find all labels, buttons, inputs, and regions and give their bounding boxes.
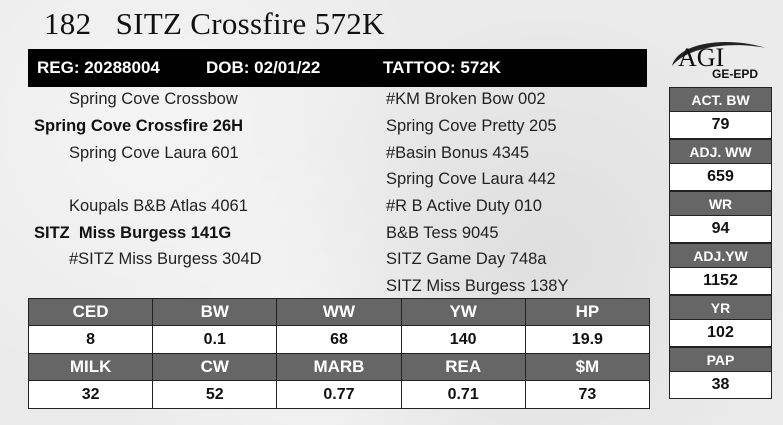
- adj-ww-value: 659: [669, 164, 772, 191]
- tattoo: TATTOO: 572K: [383, 58, 502, 77]
- rea-value: 0.71: [400, 380, 526, 409]
- bw-value: 0.1: [152, 325, 278, 354]
- pedigree-right-item: Spring Cove Pretty 205: [386, 117, 557, 135]
- yr-label: YR: [669, 295, 772, 320]
- pedigree-sire-dam: Spring Cove Laura 601: [69, 144, 239, 162]
- pedigree-right-item: #KM Broken Bow 002: [386, 90, 546, 108]
- performance-column: ACT. BW 79 ADJ. WW 659 WR 94 ADJ.YW 1152…: [669, 87, 772, 399]
- epd-header-row: MILK CW MARB REA $M: [27, 353, 651, 381]
- wr-value: 94: [669, 216, 772, 243]
- date-of-birth: DOB: 02/01/22: [206, 58, 321, 77]
- logo-subtext: GE-EPD: [712, 67, 758, 80]
- pedigree-right-item: SITZ Game Day 748a: [386, 250, 547, 268]
- pedigree-right-item: SITZ Miss Burgess 138Y: [386, 277, 569, 295]
- dollar-m-label: $M: [524, 353, 651, 381]
- ced-label: CED: [27, 298, 154, 326]
- act-bw-value: 79: [669, 112, 772, 139]
- wr-label: WR: [669, 191, 772, 216]
- lot-title: 182 SITZ Crossfire 572K: [44, 6, 385, 42]
- adj-ww-label: ADJ. WW: [669, 139, 772, 164]
- lot-number: 182: [44, 6, 92, 41]
- adj-yw-label: ADJ.YW: [669, 243, 772, 268]
- agi-logo: AGI GE-EPD: [672, 42, 766, 80]
- ww-label: WW: [276, 298, 402, 326]
- milk-label: MILK: [27, 353, 154, 381]
- cw-label: CW: [152, 353, 278, 381]
- hp-value: 19.9: [524, 325, 651, 354]
- epd-value-row: 8 0.1 68 140 19.9: [27, 325, 651, 354]
- pedigree-right-item: Spring Cove Laura 442: [386, 170, 556, 188]
- pap-label: PAP: [669, 347, 772, 372]
- dollar-m-value: 73: [524, 380, 651, 409]
- epd-value-row: 32 52 0.77 0.71 73: [27, 380, 651, 409]
- adj-yw-value: 1152: [669, 268, 772, 295]
- rea-label: REA: [400, 353, 526, 381]
- epd-header-row: CED BW WW YW HP: [27, 298, 651, 326]
- pedigree-right-item: #R B Active Duty 010: [386, 197, 542, 215]
- ww-value: 68: [276, 325, 402, 354]
- pedigree-right-item: B&B Tess 9045: [386, 224, 499, 242]
- yr-value: 102: [669, 320, 772, 347]
- milk-value: 32: [27, 380, 154, 409]
- logo-text: AGI: [678, 43, 724, 72]
- epd-table: CED BW WW YW HP 8 0.1 68 140 19.9 MILK C…: [27, 298, 651, 409]
- hp-label: HP: [524, 298, 651, 326]
- yw-label: YW: [400, 298, 526, 326]
- marb-value: 0.77: [276, 380, 402, 409]
- animal-name: SITZ Crossfire 572K: [115, 6, 385, 41]
- pedigree-dam-sire: Koupals B&B Atlas 4061: [69, 197, 248, 215]
- pedigree-sire-sire: Spring Cove Crossbow: [69, 90, 238, 108]
- act-bw-label: ACT. BW: [669, 87, 772, 112]
- cw-value: 52: [152, 380, 278, 409]
- yw-value: 140: [400, 325, 526, 354]
- registration-bar: REG: 20288004 DOB: 02/01/22 TATTOO: 572K: [28, 49, 647, 87]
- pap-value: 38: [669, 372, 772, 399]
- pedigree-dam: SITZ Miss Burgess 141G: [34, 224, 232, 242]
- pedigree-right-item: #Basin Bonus 4345: [386, 144, 530, 162]
- ced-value: 8: [27, 325, 154, 354]
- pedigree-dam-dam: #SITZ Miss Burgess 304D: [69, 250, 262, 268]
- registration-number: REG: 20288004: [37, 58, 160, 77]
- bw-label: BW: [152, 298, 278, 326]
- marb-label: MARB: [276, 353, 402, 381]
- pedigree-sire: Spring Cove Crossfire 26H: [34, 117, 244, 135]
